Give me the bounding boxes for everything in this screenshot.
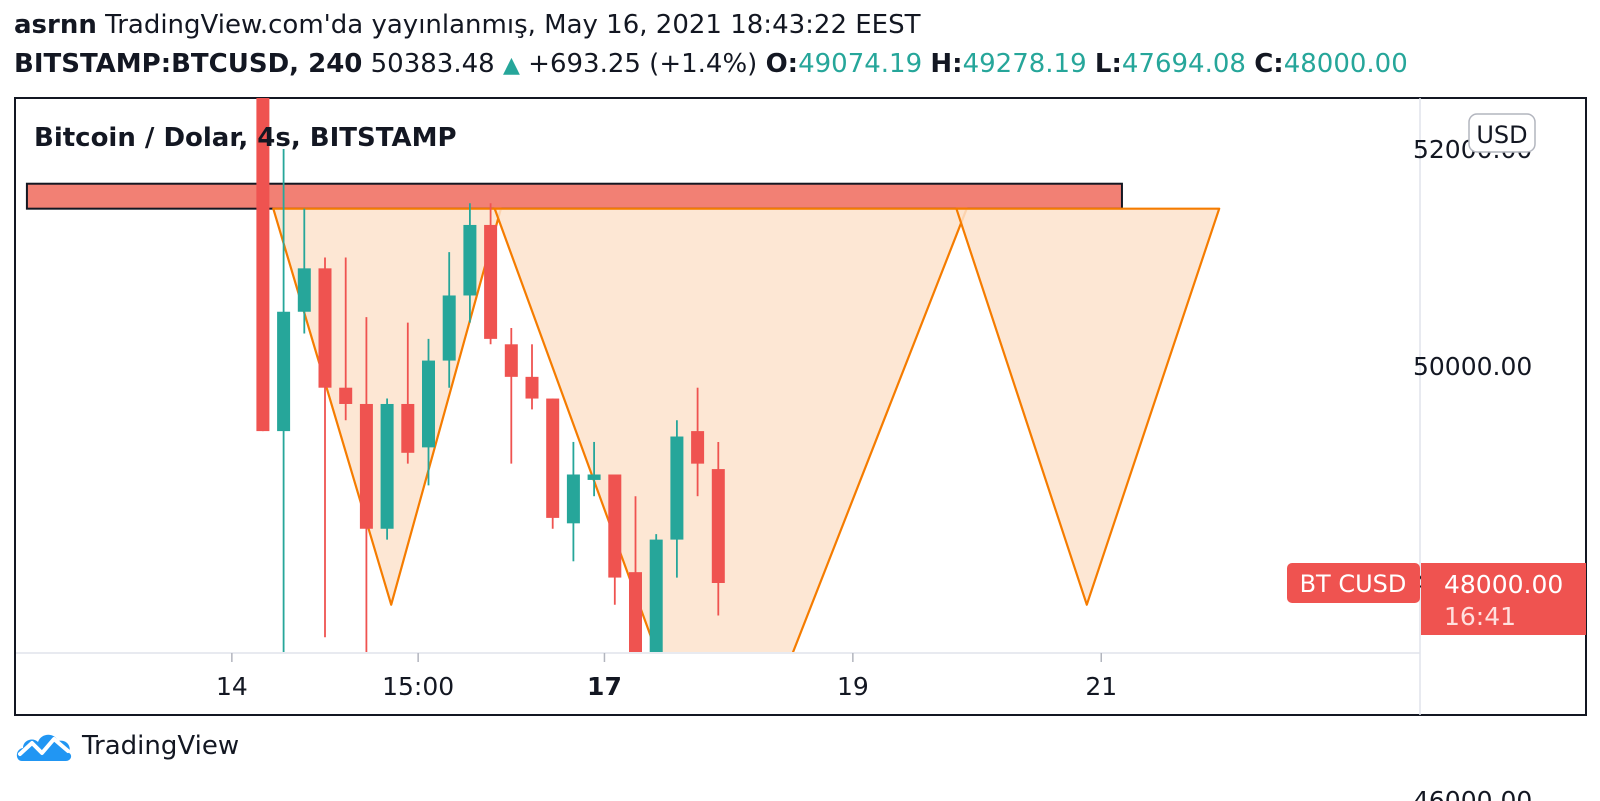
tradingview-cloud-logo-icon <box>16 734 72 761</box>
candle-body <box>691 431 705 464</box>
candle[interactable] <box>484 203 498 345</box>
resistance-zone[interactable] <box>25 182 1123 210</box>
brand-name: TradingView <box>82 731 240 761</box>
x-tick-label: 19 <box>837 672 869 701</box>
symbol-tag-label: BT CUSD <box>1300 570 1407 598</box>
up-arrow-icon: ▲ <box>502 53 520 78</box>
candle-body <box>318 268 332 388</box>
candle[interactable] <box>629 496 642 746</box>
candle-body <box>277 311 291 432</box>
candle-body <box>587 474 601 480</box>
symbol-name: BITSTAMP:BTCUSD, 240 <box>14 49 363 79</box>
pattern-triangle[interactable] <box>955 207 1221 606</box>
symbol-line: BITSTAMP:BTCUSD, 240 50383.48 ▲ +693.25 … <box>14 49 1408 79</box>
last-price: 50383.48 <box>370 49 495 79</box>
open-value: 49074.19 <box>798 49 923 79</box>
candle-body <box>629 572 642 652</box>
candle-body <box>297 268 311 312</box>
candle[interactable] <box>442 252 456 388</box>
currency-button[interactable]: USD <box>1468 113 1536 153</box>
candle-body <box>546 398 560 518</box>
close-label: C: <box>1254 49 1284 79</box>
x-tick-label: 21 <box>1085 672 1117 701</box>
candle-body <box>380 403 394 529</box>
candle[interactable] <box>504 328 518 464</box>
candle[interactable] <box>566 441 580 562</box>
candle-body <box>566 474 580 524</box>
x-tick-label: 17 <box>587 672 622 701</box>
candle[interactable] <box>649 534 663 746</box>
candle-body <box>670 436 684 540</box>
candle[interactable] <box>691 387 705 497</box>
candle[interactable] <box>339 257 353 421</box>
candle[interactable] <box>546 398 560 529</box>
candle[interactable] <box>463 203 477 323</box>
candle-body <box>401 403 415 453</box>
candle[interactable] <box>587 441 601 497</box>
low-label: L: <box>1094 49 1122 79</box>
price-change: +693.25 (+1.4%) <box>528 49 758 79</box>
candle-body <box>442 295 456 361</box>
candle[interactable] <box>318 257 332 638</box>
last-price-label: BT CUSD 48000.00 16:41 <box>1287 563 1586 635</box>
candle-body <box>504 344 518 377</box>
candle-body <box>359 403 373 529</box>
brand-footer[interactable]: TradingView <box>14 726 239 766</box>
candle[interactable] <box>380 398 394 540</box>
candle[interactable] <box>359 317 373 680</box>
y-tick-label: 46000.00 <box>1413 786 1532 801</box>
close-value: 48000.00 <box>1283 49 1408 79</box>
candle[interactable] <box>670 420 684 578</box>
publish-info: TradingView.com'da yayınlanmış, May 16, … <box>105 10 921 40</box>
candle-body <box>525 376 539 399</box>
candle-body <box>608 474 622 578</box>
price-tag-value: 48000.00 <box>1444 570 1563 599</box>
candle[interactable] <box>525 344 539 410</box>
candle[interactable] <box>401 322 415 464</box>
publish-line: asrnn TradingView.com'da yayınlanmış, Ma… <box>14 10 921 40</box>
y-tick-label: 50000.00 <box>1413 352 1532 381</box>
currency-label: USD <box>1476 121 1527 149</box>
candle[interactable] <box>711 441 725 616</box>
candle-body <box>463 224 477 296</box>
high-value: 49278.19 <box>962 49 1087 79</box>
candle-body <box>484 224 498 339</box>
bar-countdown: 16:41 <box>1444 602 1516 631</box>
chart-title: Bitcoin / Dolar, 4s, BITSTAMP <box>34 123 457 153</box>
candle-body <box>711 469 725 583</box>
high-label: H: <box>930 49 963 79</box>
x-tick-label: 14 <box>216 672 248 701</box>
open-label: O: <box>765 49 799 79</box>
candle[interactable] <box>277 149 291 801</box>
candle[interactable] <box>422 338 435 486</box>
candle-body <box>649 539 663 652</box>
author-name: asrnn <box>14 10 97 40</box>
candle[interactable] <box>297 208 311 334</box>
candle-body <box>256 98 270 432</box>
x-tick-label: 15:00 <box>382 672 454 701</box>
candle[interactable] <box>256 0 270 432</box>
symbol-tag <box>1287 563 1420 603</box>
candle-body <box>422 360 435 448</box>
candle[interactable] <box>608 474 622 605</box>
candle-body <box>339 387 353 404</box>
low-value: 47694.08 <box>1121 49 1246 79</box>
price-tag <box>1421 563 1586 635</box>
